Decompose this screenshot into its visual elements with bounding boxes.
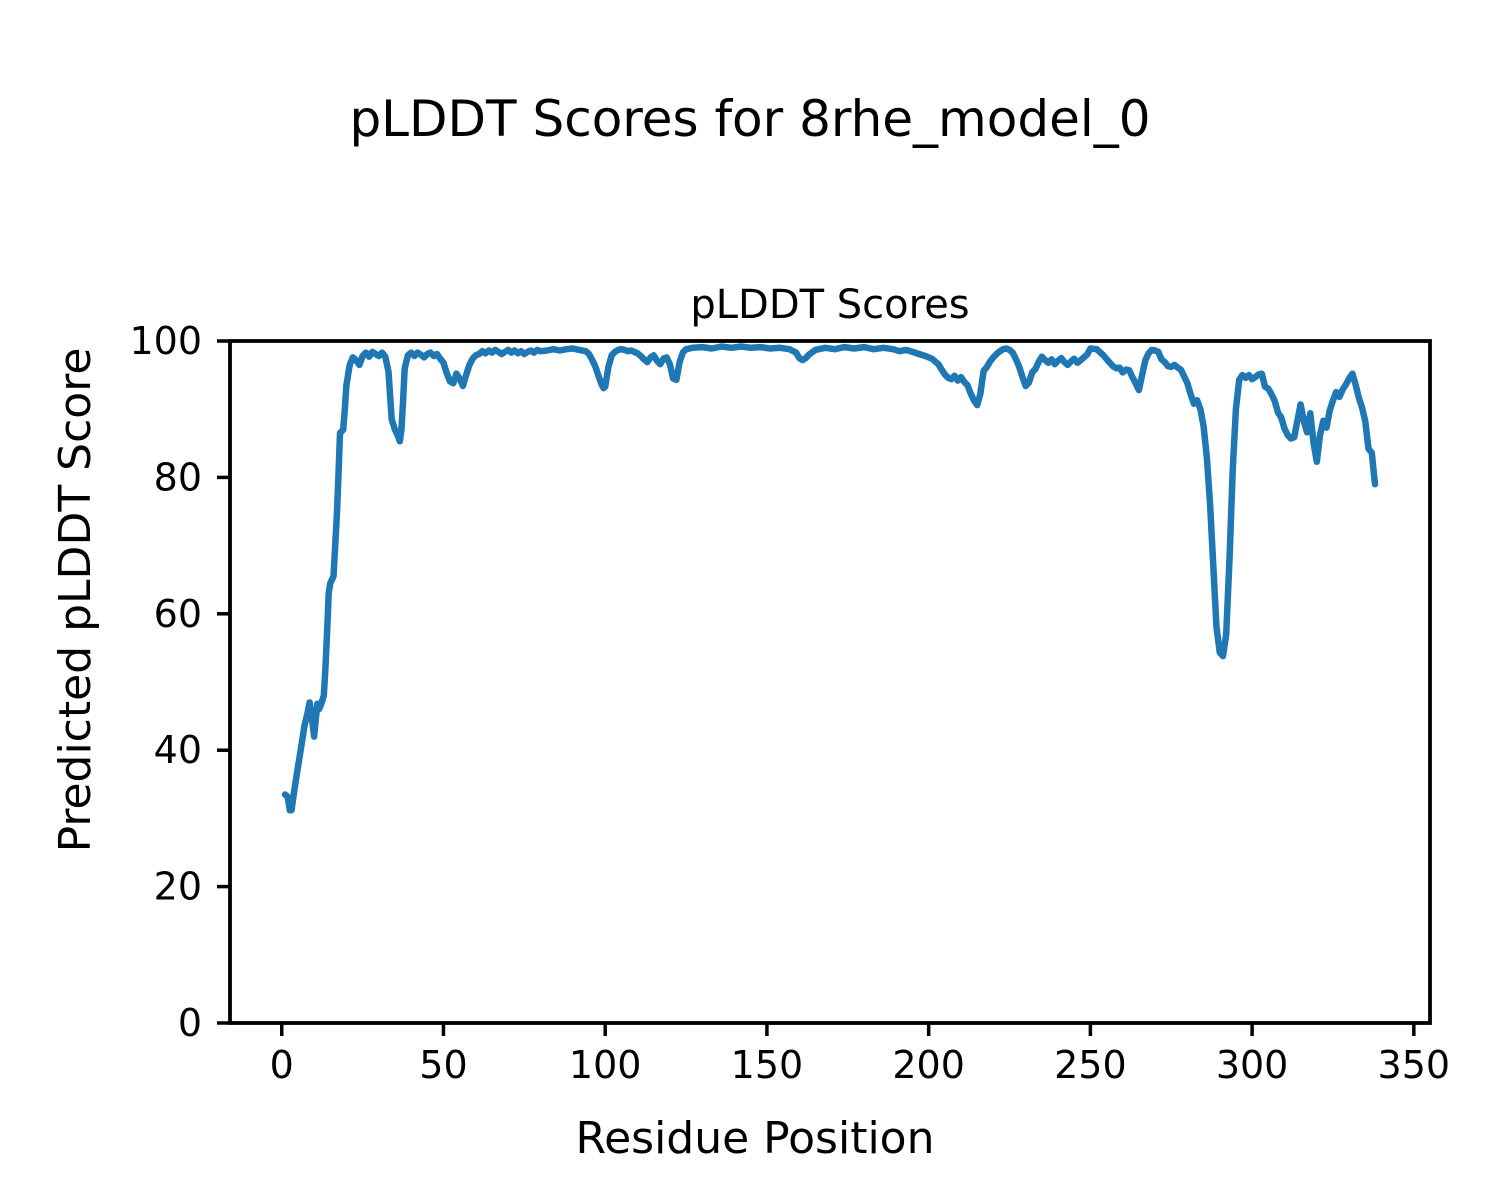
x-tick-label: 300 [1216, 1043, 1289, 1087]
x-axis-label: Residue Position [575, 1113, 934, 1164]
x-tick-label: 350 [1378, 1043, 1451, 1087]
y-axis-label: Predicted pLDDT Score [50, 348, 101, 853]
data-layer [281, 343, 1379, 814]
plddt-line [281, 343, 1379, 814]
y-axis-ticks: 0 20 40 60 80 100 [129, 319, 230, 1045]
x-tick-label: 0 [270, 1043, 294, 1087]
figure-title: pLDDT Scores for 8rhe_model_0 [349, 90, 1150, 148]
x-tick-label: 250 [1054, 1043, 1127, 1087]
y-tick-label: 20 [154, 865, 202, 909]
y-tick-label: 80 [154, 455, 202, 499]
x-axis-ticks: 0 50 100 150 200 250 300 350 [270, 1023, 1450, 1087]
y-tick-label: 100 [129, 319, 202, 363]
x-tick-label: 150 [731, 1043, 804, 1087]
axes-title: pLDDT Scores [690, 282, 969, 328]
y-tick-label: 60 [154, 592, 202, 636]
y-tick-label: 40 [154, 728, 202, 772]
axes-frame [228, 339, 1432, 1025]
axes-spines [228, 339, 1432, 1025]
x-tick-label: 100 [569, 1043, 642, 1087]
y-tick-label: 0 [178, 1001, 202, 1045]
x-tick-label: 50 [419, 1043, 467, 1087]
x-tick-label: 200 [892, 1043, 965, 1087]
